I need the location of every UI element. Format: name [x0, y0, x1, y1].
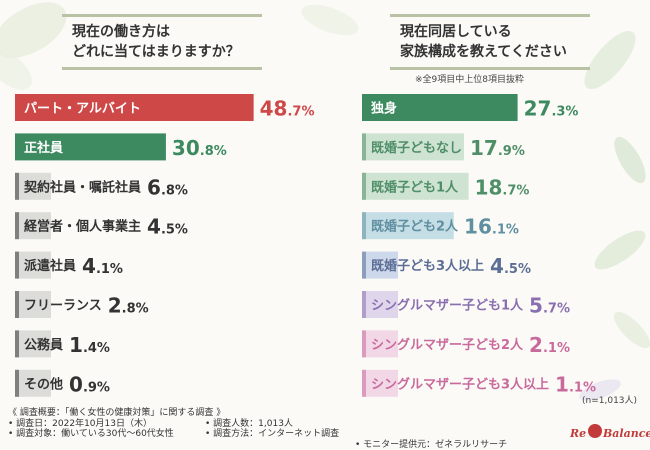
work-style-bar [15, 369, 51, 397]
work-style-value-label: 4.5% [147, 215, 188, 239]
work-style-bar-accent [15, 291, 19, 318]
question-right: 現在同居している 家族構成を教えてください [390, 14, 590, 70]
household-value-label: 17.9% [470, 136, 525, 160]
work-style-bar [15, 133, 166, 161]
rebalance-logo: Re Balance [568, 422, 650, 446]
work-style-value-label: 48.7% [260, 97, 315, 121]
work-style-bar-accent [15, 172, 19, 200]
household-bar-accent [362, 251, 366, 279]
household-bar-accent [362, 369, 366, 397]
question-left: 現在の働き方は どれに当てはまりますか？ [62, 14, 262, 70]
question-left-line-2: どれに当てはまりますか？ [72, 44, 240, 60]
logo-text-left: Re [570, 427, 587, 440]
work-style-category-label: 正社員 [24, 140, 63, 156]
household-value-label: 2.1% [529, 333, 570, 357]
work-style-value-label: 1.4% [69, 333, 110, 357]
footer-line: • 調査人数：1,013人 [205, 418, 293, 429]
work-style-bar [15, 94, 254, 121]
footer-survey-method: • 調査人数：1,013人 • 調査方法：インターネット調査 [205, 419, 339, 440]
household-value-label: 16.1% [464, 215, 519, 239]
question-left-line-1: 現在の働き方は [72, 24, 170, 40]
work-style-value-label: 2.8% [108, 294, 149, 318]
household-bar [362, 291, 398, 318]
household-bar-accent [362, 291, 366, 318]
work-style-bar-accent [15, 330, 19, 358]
household-chart: 独身 27.3% 既婚子どもなし 17.9% 既婚子ども1人 18.7% 既婚子ども2人 16… [362, 94, 596, 397]
household-category-label: 独身 [371, 101, 397, 117]
question-right-line-2: 家族構成を教えてください [400, 44, 567, 60]
work-style-bar-accent [15, 212, 19, 240]
footer-survey-overview: 《 調査概要：「働く女性の健康対策」に関する調査 》 • 調査日：2022年10… [8, 408, 225, 440]
question-right-line-1: 現在同居している [400, 24, 512, 40]
work-style-category-label: フリーランス [24, 299, 102, 314]
work-style-bar [15, 251, 51, 279]
footer-monitor-provider: • モニター提供元：ゼネラルリサーチ [355, 440, 507, 450]
household-bar [362, 251, 398, 279]
footer-line: 《 調査概要：「働く女性の健康対策」に関する調査 》 [8, 408, 226, 418]
footer-line: • 調査方法：インターネット調査 [205, 429, 340, 439]
household-value-label: 18.7% [475, 175, 530, 199]
work-style-value-label: 30.8% [172, 136, 227, 160]
work-style-category-label: パート・アルバイト [24, 102, 141, 117]
household-category-label: シングルマザー子ども2人 [371, 337, 524, 353]
sample-size-note: (n=1,013人) [582, 396, 638, 406]
household-value-label: 1.1% [555, 372, 596, 396]
logo-text-right: Balance [603, 427, 650, 440]
work-style-bar-accent [15, 369, 19, 397]
work-style-category-label: 契約社員・嘱託社員 [23, 179, 141, 195]
household-bar [362, 369, 398, 397]
household-category-label: 既婚子どもなし [371, 140, 462, 156]
household-category-label: 既婚子ども2人 [371, 219, 459, 235]
top-items-note: ※全9項目中上位8項目抜粋 [415, 75, 524, 85]
household-value-label: 5.7% [529, 294, 570, 318]
work-style-bar [15, 172, 51, 200]
work-style-value-label: 6.8% [147, 175, 188, 199]
household-value-label: 4.5% [490, 254, 531, 278]
work-style-category-label: 派遣社員 [24, 258, 76, 274]
work-style-bar [15, 212, 51, 240]
work-style-bar [15, 330, 51, 358]
work-style-value-label: 0.9% [69, 372, 110, 396]
household-value-label: 27.3% [524, 97, 579, 121]
household-bar-accent [362, 133, 366, 161]
work-style-value-label: 4.1% [82, 254, 123, 278]
footer-line: • 調査対象：働いている30代～60代女性 [8, 429, 174, 439]
work-style-bar-accent [15, 251, 19, 279]
household-bar [362, 212, 454, 240]
household-bar [362, 94, 518, 121]
logo-flower-icon [588, 424, 602, 438]
work-style-category-label: その他 [24, 376, 63, 392]
household-bar-accent [362, 172, 366, 200]
household-bar [362, 330, 398, 358]
household-bar-accent [362, 212, 366, 240]
work-style-chart: パート・アルバイト 48.7% 正社員 30.8% 契約社員・嘱託社員 6.8% 経営者・個… [15, 94, 314, 397]
household-bar [362, 133, 465, 161]
work-style-category-label: 経営者・個人事業主 [24, 219, 141, 235]
household-category-label: 既婚子ども3人以上 [371, 258, 484, 274]
footer-line: • 調査日：2022年10月13日（木） [8, 418, 152, 429]
household-category-label: シングルマザー子ども1人 [371, 298, 524, 314]
work-style-category-label: 公務員 [24, 337, 63, 353]
household-category-label: 既婚子ども1人 [371, 179, 459, 195]
household-bar [362, 172, 469, 200]
work-style-bar [15, 291, 51, 318]
footer-line: • モニター提供元：ゼネラルリサーチ [355, 439, 508, 450]
household-bar-accent [362, 330, 366, 358]
household-category-label: シングルマザー子ども3人以上 [371, 376, 549, 392]
